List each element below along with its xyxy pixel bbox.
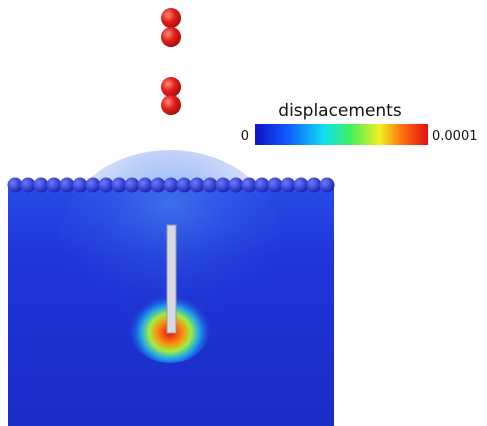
- rod: [167, 225, 176, 333]
- granular-block: [8, 150, 335, 426]
- colorbar-max: 0.0001: [432, 129, 478, 144]
- sphere: [203, 178, 218, 193]
- sphere: [86, 178, 101, 193]
- sphere: [307, 178, 322, 193]
- sphere: [294, 178, 309, 193]
- sphere: [216, 178, 231, 193]
- sphere: [21, 178, 36, 193]
- sphere: [125, 178, 140, 193]
- colorbar-min: 0: [241, 129, 249, 144]
- sphere: [320, 178, 335, 193]
- colorbar: displacements 0 0.0001: [241, 101, 478, 145]
- sphere: [151, 178, 166, 193]
- sphere: [112, 178, 127, 193]
- surface-spheres: [8, 178, 335, 193]
- sphere: [34, 178, 49, 193]
- colorbar-title: displacements: [278, 101, 402, 121]
- sphere: [242, 178, 257, 193]
- scene: displacements 0 0.0001: [0, 0, 487, 426]
- sphere: [177, 178, 192, 193]
- sphere: [268, 178, 283, 193]
- sphere: [138, 178, 153, 193]
- sphere: [73, 178, 88, 193]
- sphere: [60, 178, 75, 193]
- sphere: [255, 178, 270, 193]
- sphere: [229, 178, 244, 193]
- sphere: [47, 178, 62, 193]
- colorbar-scale: [255, 124, 428, 145]
- sphere: [8, 178, 23, 193]
- falling-spheres: [161, 8, 181, 115]
- sphere: [281, 178, 296, 193]
- sphere: [164, 178, 179, 193]
- sphere: [99, 178, 114, 193]
- sphere: [190, 178, 205, 193]
